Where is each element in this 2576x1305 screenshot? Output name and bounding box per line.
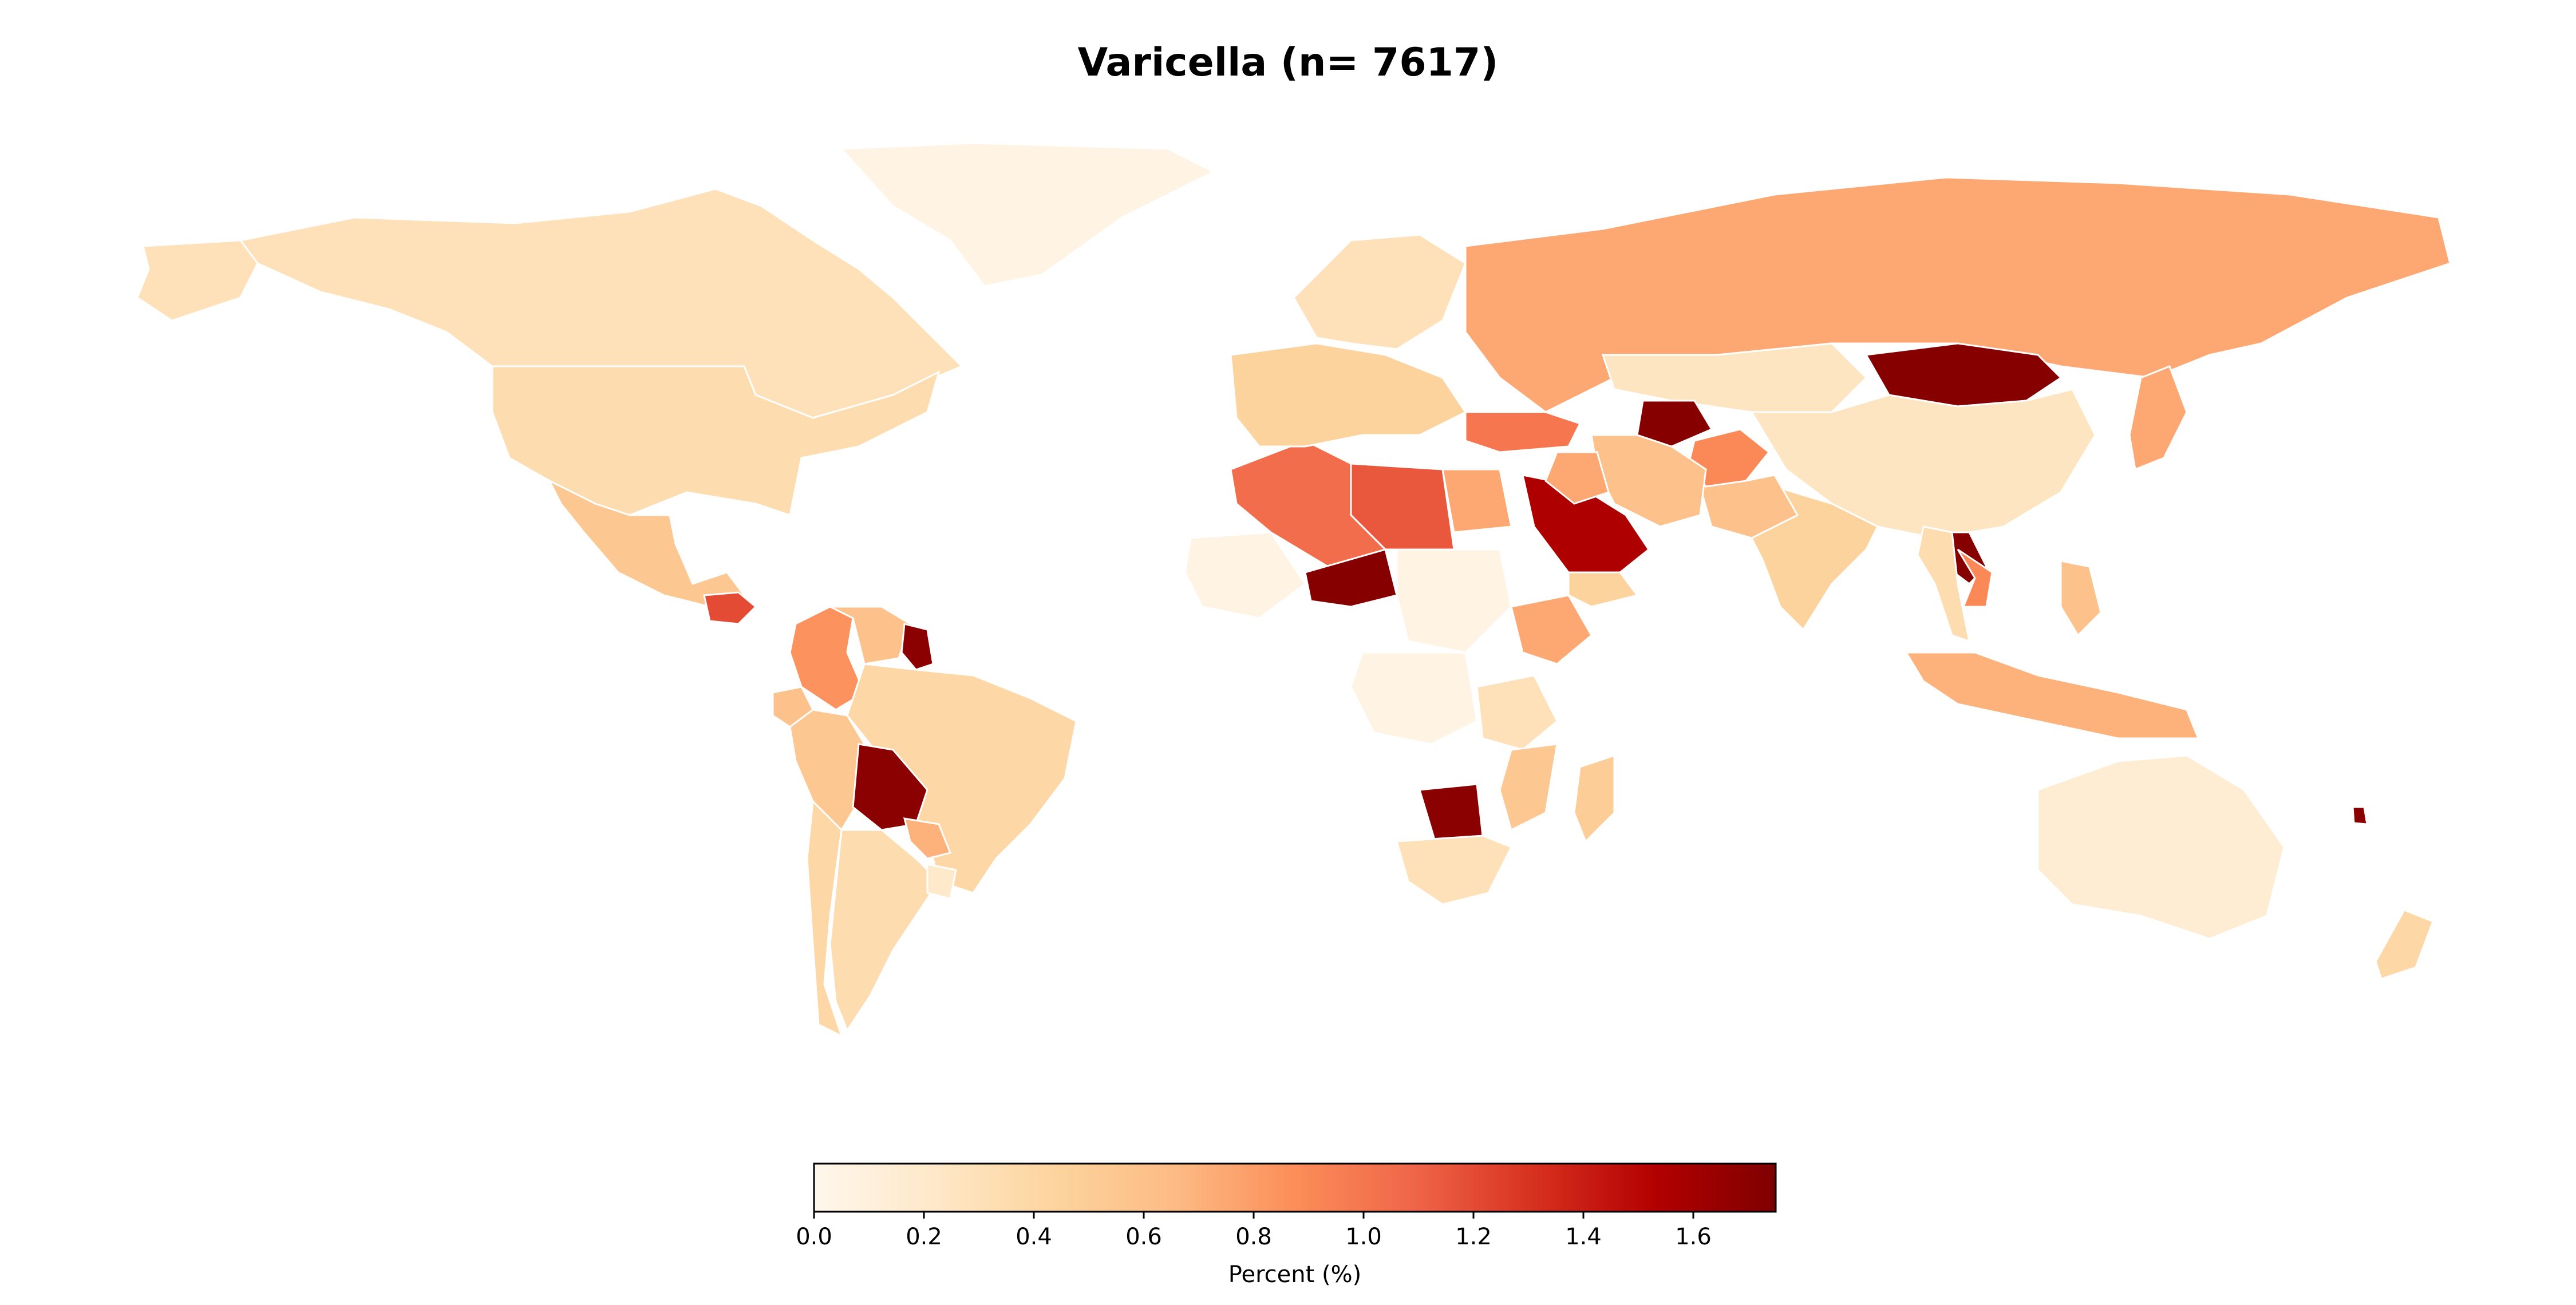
region-guatemala	[703, 591, 757, 625]
region-russia	[1464, 176, 2451, 413]
region-tanzania	[1476, 674, 1558, 751]
region-niger	[1304, 548, 1398, 608]
region-japan	[2128, 365, 2188, 471]
colorbar-tick-label: 1.4	[1565, 1224, 1602, 1250]
region-mali	[1184, 531, 1307, 619]
region-europe-west-	[1230, 342, 1467, 448]
colorbar-tick-label: 0.6	[1125, 1224, 1162, 1250]
region-argentina	[829, 829, 940, 1033]
region-iraq	[1544, 451, 1610, 505]
colorbar-tick-label: 1.0	[1345, 1224, 1382, 1250]
region-peru	[789, 709, 866, 832]
region-australia	[2037, 754, 2285, 940]
region-uruguay	[926, 863, 957, 900]
region-south-africa	[1396, 835, 1513, 905]
region-philippines	[2060, 560, 2102, 637]
colorbar-label: Percent (%)	[1228, 1261, 1361, 1288]
region-mozambique	[1499, 743, 1558, 832]
region-ethiopia	[1510, 594, 1593, 665]
region-indonesia	[1905, 651, 2200, 739]
region-sudan	[1396, 548, 1512, 654]
region-greenland	[839, 142, 1216, 287]
region-madagascar	[1573, 754, 1615, 843]
colorbar-tick-label: 0.0	[796, 1224, 832, 1250]
region-chile	[806, 799, 843, 1038]
region-turkey	[1464, 411, 1582, 453]
region-vanuatu	[2352, 806, 2368, 825]
region-egypt	[1441, 468, 1512, 533]
colorbar-tick-label: 1.6	[1675, 1224, 1712, 1250]
map-regions	[136, 142, 2451, 1038]
region-turkmenistan	[1636, 400, 1713, 448]
region-guyana	[900, 623, 934, 671]
region-kazakhstan	[1601, 342, 1868, 413]
region-scandinavia	[1293, 234, 1467, 350]
region-mexico	[547, 478, 746, 608]
region-alaska	[136, 239, 259, 322]
colorbar-tick-label: 0.8	[1235, 1224, 1272, 1250]
region-yemen	[1567, 571, 1639, 608]
colorbar-tick-label: 1.2	[1455, 1224, 1492, 1250]
region-paraguay	[903, 817, 952, 860]
map-title: Varicella (n= 7617)	[1077, 40, 1499, 85]
colorbar-tick-label: 0.4	[1016, 1224, 1052, 1250]
colorbar-gradient	[813, 1162, 1777, 1213]
colorbar-tick-label: 0.2	[906, 1224, 942, 1250]
region-thailand	[1917, 525, 1970, 643]
region-vietnam	[1957, 548, 1993, 608]
region-new-zealand	[2374, 909, 2434, 980]
region-dr-congo	[1350, 651, 1478, 745]
colorbar-ticks: 0.0 0.2 0.4 0.6 0.8 1.0 1.2 1.4 1.6	[796, 1212, 1712, 1250]
colorbar: 0.0 0.2 0.4 0.6 0.8 1.0 1.2 1.4 1.6 Percent (%)	[796, 1162, 1777, 1288]
